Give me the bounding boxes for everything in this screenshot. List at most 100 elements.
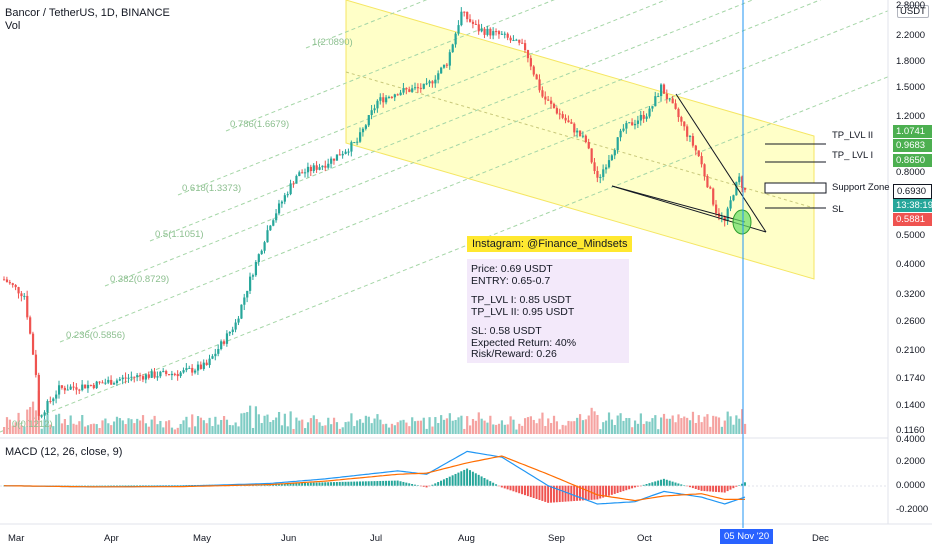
macd-hist-bar — [440, 480, 443, 486]
candle-body — [324, 165, 327, 168]
candle-body — [3, 279, 6, 281]
fib-label-0236: 0.236(0.5856) — [66, 330, 126, 341]
price-tick: 0.4000 — [896, 259, 926, 270]
candle-body — [555, 108, 559, 114]
volume-bar — [616, 415, 619, 434]
volume-bar — [445, 418, 449, 434]
tp-lvl-1-label: TP_ LVL I — [832, 150, 874, 161]
candle-body — [518, 39, 521, 43]
volume-bar — [182, 420, 185, 434]
candle-body — [350, 142, 353, 152]
fib-line — [59, 10, 889, 343]
volume-bar — [31, 401, 35, 434]
macd-hist-bar — [399, 481, 402, 486]
volume-bar — [327, 417, 330, 434]
macd-hist-bar — [359, 481, 362, 486]
macd-hist-bar — [139, 485, 142, 486]
volume-bar — [599, 429, 602, 434]
candle-body — [26, 295, 29, 318]
volume-bar — [86, 425, 90, 434]
candle-body — [567, 120, 570, 123]
macd-hist-bar — [156, 485, 159, 486]
macd-hist-bar — [639, 485, 642, 487]
candle-body — [367, 115, 370, 126]
macd-hist-bar — [541, 485, 544, 501]
candle-body — [159, 371, 162, 377]
candle-body — [211, 356, 214, 359]
currency-label[interactable]: USDT — [897, 5, 929, 18]
volume-bar — [593, 411, 596, 434]
macd-hist-bar — [95, 485, 98, 487]
candle-body — [185, 368, 188, 371]
volume-bar — [199, 417, 203, 434]
candle-body — [660, 84, 663, 97]
macd-hist-bar — [385, 480, 388, 486]
candle-body — [445, 64, 449, 66]
volume-bar — [57, 413, 61, 434]
volume-bar — [691, 411, 695, 434]
volume-bar — [405, 422, 408, 434]
macd-hist-bar — [743, 482, 746, 486]
volume-bar — [495, 424, 498, 434]
volume-bar — [428, 417, 431, 434]
macd-hist-bar — [486, 479, 489, 486]
macd-hist-bar — [280, 483, 283, 486]
volume-bar — [295, 417, 298, 434]
candle-body — [121, 377, 124, 380]
volume-bar — [147, 426, 150, 434]
price-tick: 0.2600 — [896, 316, 926, 327]
macd-hist-bar — [98, 485, 101, 487]
macd-hist-bar — [347, 481, 350, 486]
macd-hist-bar — [115, 485, 118, 487]
x-tick-oct: Oct — [637, 533, 652, 544]
candle-body — [127, 377, 130, 379]
volume-bar — [561, 424, 564, 434]
volume-bar — [399, 420, 402, 434]
volume-bar — [367, 416, 370, 434]
macd-hist-bar — [338, 481, 341, 486]
macd-hist-bar — [344, 481, 347, 486]
candle-body — [298, 172, 301, 177]
candle-body — [636, 120, 640, 124]
volume-bar — [460, 415, 463, 434]
volume-bar — [741, 409, 744, 434]
macd-hist-bar — [419, 485, 422, 487]
volume-bar — [657, 429, 660, 434]
volume-bar — [321, 425, 324, 434]
volume-bar — [72, 423, 75, 434]
candle-body — [81, 384, 84, 391]
volume-bar — [590, 407, 593, 434]
candle-body — [217, 349, 220, 354]
candle-body — [315, 165, 318, 170]
candle-body — [677, 108, 680, 118]
macd-hist-bar — [107, 485, 110, 487]
candle-body — [208, 358, 211, 366]
macd-hist-bar — [584, 485, 587, 501]
volume-bar — [558, 429, 561, 434]
candle-body — [434, 79, 437, 84]
x-tick-dec: Dec — [812, 533, 829, 544]
macd-hist-bar — [515, 485, 518, 493]
volume-bar — [246, 412, 249, 434]
price-tick: 0.1740 — [896, 373, 926, 384]
macd-hist-bar — [715, 485, 718, 492]
macd-hist-bar — [434, 483, 437, 486]
macd-hist-bar — [312, 482, 315, 486]
candle-body — [454, 33, 457, 45]
volume-bar — [191, 414, 194, 434]
x-tick-jul: Jul — [370, 533, 383, 544]
candle-body — [654, 96, 657, 107]
macd-hist-bar — [662, 478, 665, 486]
macd-hist-bar — [706, 485, 709, 492]
candle-body — [57, 385, 61, 395]
macd-hist-bar — [587, 485, 590, 501]
volume-bar — [43, 419, 46, 434]
volume-bar — [49, 424, 52, 434]
volume-bar — [359, 419, 362, 434]
volume-bar — [95, 424, 98, 434]
candle-body — [246, 290, 249, 298]
candle-body — [84, 384, 87, 389]
volume-bar — [118, 418, 121, 434]
candle-body — [269, 225, 272, 231]
